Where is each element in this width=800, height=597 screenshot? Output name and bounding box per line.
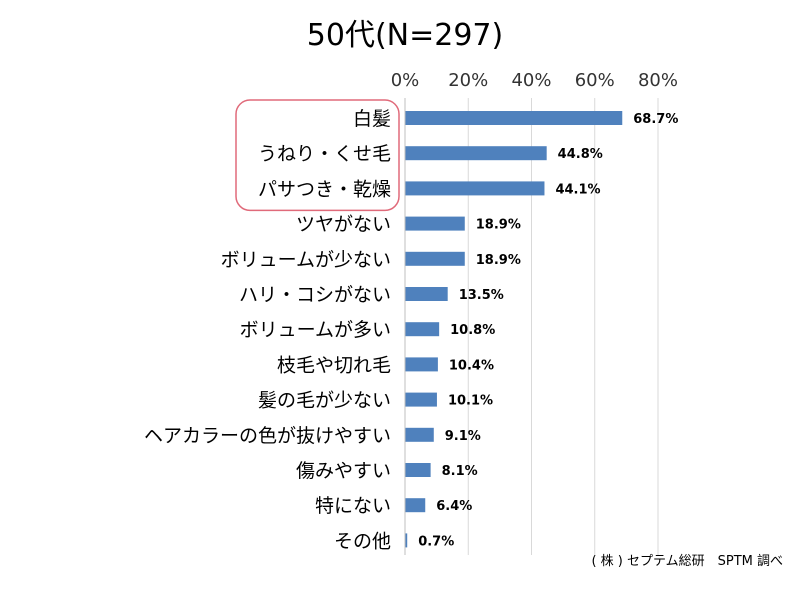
category-label: ボリュームが多い: [240, 319, 391, 341]
highlight-box: [235, 99, 400, 212]
category-label: ボリュームが少ない: [221, 249, 391, 271]
x-tick-label: 40%: [511, 70, 551, 91]
x-tick-label: 0%: [391, 70, 420, 91]
bar: [405, 322, 440, 337]
category-label: 枝毛や切れ毛: [277, 354, 391, 376]
data-label: 9.1%: [445, 429, 481, 444]
category-label: ハリ・コシがない: [239, 284, 391, 306]
category-label: 髪の毛が少ない: [258, 390, 391, 412]
bar: [405, 181, 545, 196]
data-label: 44.1%: [555, 182, 600, 197]
bar: [405, 533, 408, 548]
x-axis-ticks: 0% 20% 40% 60% 80%: [391, 70, 678, 91]
bar: [405, 146, 547, 161]
data-label: 44.8%: [558, 147, 603, 162]
data-label: 6.4%: [436, 499, 472, 514]
bar: [405, 498, 426, 513]
x-tick-label: 20%: [448, 70, 488, 91]
bar: [405, 463, 431, 477]
bar: [405, 251, 465, 266]
data-label: 13.5%: [459, 288, 504, 303]
x-tick-label: 80%: [638, 70, 678, 91]
category-label: 白髪: [353, 108, 391, 130]
source-credit: ( 株 ) セプテム総研 SPTM 調べ: [591, 554, 783, 569]
data-label: 10.8%: [450, 323, 495, 338]
bars: [405, 111, 623, 548]
chart-title: 50代(N=297): [307, 18, 503, 53]
category-label: ヘアカラーの色が抜けやすい: [144, 425, 391, 447]
category-label: ツヤがない: [296, 214, 391, 236]
bar: [405, 111, 623, 125]
data-label: 0.7%: [418, 534, 454, 549]
category-label: パサつき・乾燥: [258, 178, 391, 200]
data-label: 18.9%: [476, 218, 521, 233]
category-label: 傷みやすい: [296, 460, 391, 482]
bar: [405, 357, 438, 372]
category-label: その他: [334, 530, 391, 552]
value-labels: 68.7% 44.8% 44.1% 18.9% 18.9% 13.5% 10.8% 10.4%…: [418, 112, 678, 549]
gridlines: [467, 98, 659, 555]
data-label: 18.9%: [476, 253, 521, 268]
data-label: 10.1%: [448, 394, 493, 409]
bar: [405, 287, 448, 301]
data-label: 8.1%: [442, 464, 478, 479]
category-labels: 白髪うねり・くせ毛パサつき・乾燥ツヤがないボリュームが少ないハリ・コシがないボリ…: [144, 108, 391, 552]
data-label: 10.4%: [449, 358, 494, 373]
bar: [405, 216, 465, 231]
category-label: うねり・くせ毛: [258, 143, 391, 165]
data-label: 68.7%: [633, 112, 678, 127]
bar: [405, 427, 434, 442]
category-label: 特にない: [315, 495, 391, 517]
bar: [405, 392, 437, 407]
x-tick-label: 60%: [575, 70, 615, 91]
